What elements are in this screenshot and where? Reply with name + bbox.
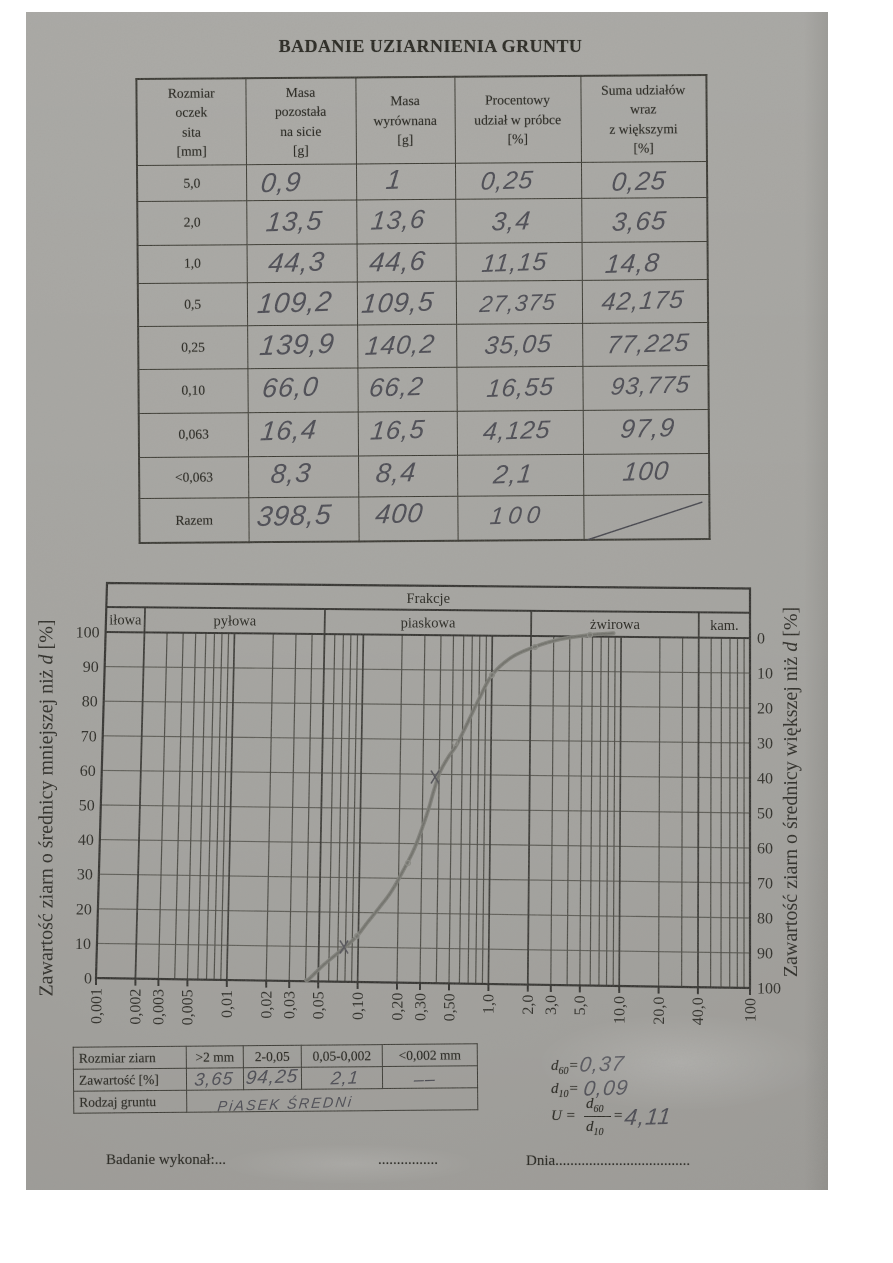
svg-text:Zawartość ziarn o średnicy mni: Zawartość ziarn o średnicy mniejszej niż… [36,619,58,996]
svg-text:3,0: 3,0 [543,995,560,1015]
svg-text:10: 10 [75,936,91,953]
svg-text:0,02: 0,02 [259,991,276,1019]
svg-text:0: 0 [757,631,765,648]
svg-text:0,20: 0,20 [389,993,406,1021]
svg-text:100: 100 [757,981,781,998]
svg-text:Zawartość ziarn o średnicy wię: Zawartość ziarn o średnicy większej niż … [780,607,802,977]
svg-text:0,003: 0,003 [151,989,168,1025]
svg-text:90: 90 [83,659,99,676]
svg-text:0,002: 0,002 [128,989,145,1025]
svg-text:20: 20 [757,701,773,718]
svg-text:10: 10 [757,666,773,683]
svg-text:50: 50 [757,806,773,823]
svg-text:pyłowa: pyłowa [213,614,256,630]
svg-text:Frakcje: Frakcje [407,591,450,607]
svg-text:0,05: 0,05 [311,991,328,1019]
svg-text:70: 70 [81,728,97,745]
svg-text:20: 20 [76,901,92,918]
svg-text:30: 30 [757,736,773,753]
svg-text:60: 60 [757,841,773,858]
svg-text:40: 40 [78,832,94,849]
svg-text:5,0: 5,0 [572,995,589,1015]
svg-text:0,03: 0,03 [282,991,299,1019]
svg-text:80: 80 [757,911,773,928]
svg-text:piaskowa: piaskowa [401,616,456,632]
svg-text:0,001: 0,001 [88,988,105,1024]
svg-text:iłowa: iłowa [109,613,142,629]
svg-text:kam.: kam. [710,618,739,634]
svg-text:100: 100 [76,625,100,642]
svg-text:1,0: 1,0 [481,994,498,1014]
svg-text:0,005: 0,005 [180,989,197,1025]
svg-text:0: 0 [84,971,92,988]
svg-text:70: 70 [757,876,773,893]
svg-text:0,50: 0,50 [441,993,458,1021]
svg-text:2,0: 2,0 [520,995,537,1015]
svg-text:0,01: 0,01 [219,990,236,1018]
svg-text:30: 30 [77,867,93,884]
svg-text:80: 80 [82,694,98,711]
svg-text:60: 60 [80,763,96,780]
svg-text:żwirowa: żwirowa [590,617,640,633]
svg-text:0,10: 0,10 [350,992,367,1020]
svg-text:50: 50 [79,798,95,815]
svg-text:40: 40 [757,771,773,788]
svg-text:90: 90 [757,946,773,963]
svg-text:0,30: 0,30 [412,993,429,1021]
